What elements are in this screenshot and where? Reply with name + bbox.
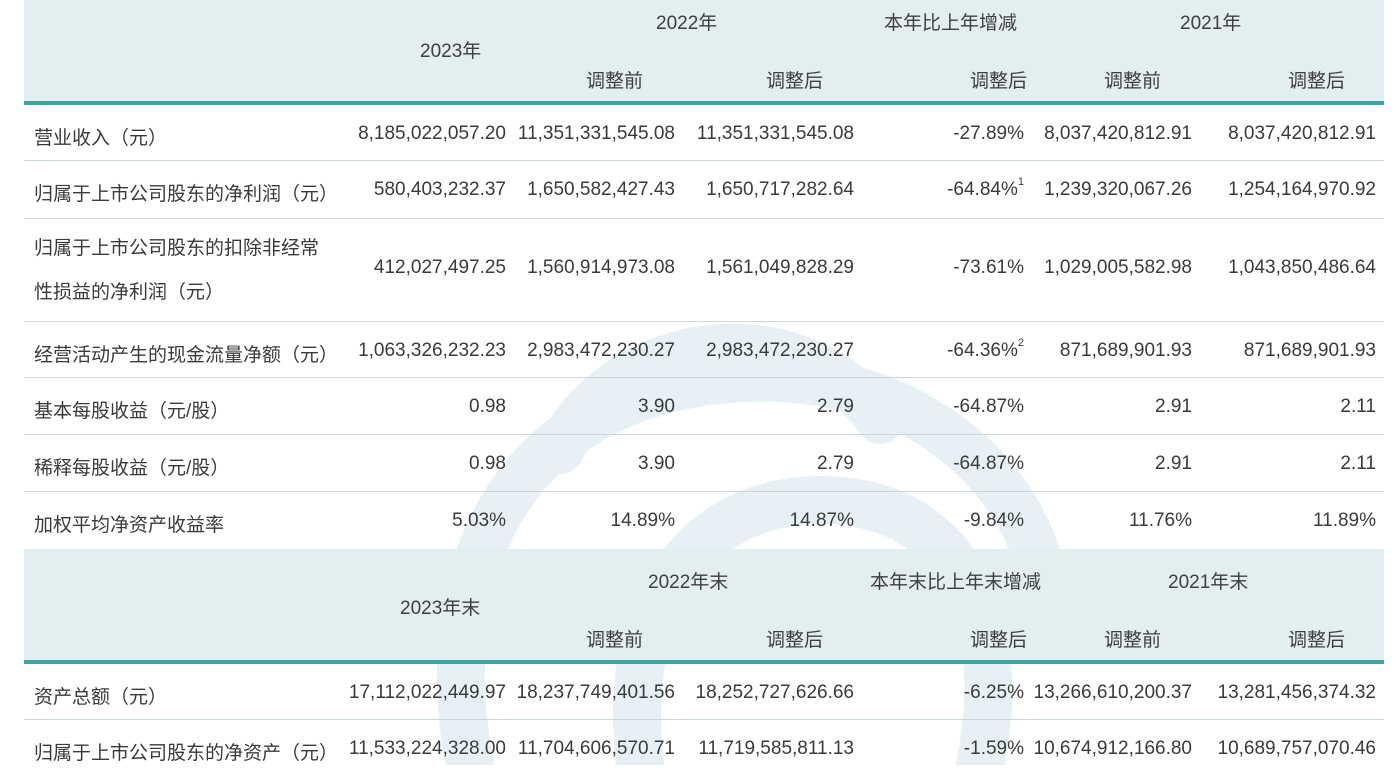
table-row: 基本每股收益（元/股） 0.98 3.90 2.79 -64.87% 2.91 … [24, 378, 1384, 435]
col-change-after: 调整后 [970, 630, 1028, 651]
col-change-end: 本年末比上年末增减 [870, 572, 1042, 593]
cell-value: 871,689,901.93 [1059, 340, 1192, 361]
row-label-line1: 归属于上市公司股东的扣除非经常 [34, 238, 320, 259]
cell-value: 11,704,606,570.71 [517, 738, 675, 759]
col-2021-end: 2021年末 [1168, 572, 1249, 593]
table-row: 资产总额（元） 17,112,022,449.97 18,237,749,401… [24, 664, 1384, 720]
table-row: 营业收入（元） 8,185,022,057.20 11,351,331,545.… [24, 105, 1384, 161]
table-row: 稀释每股收益（元/股） 0.98 3.90 2.79 -64.87% 2.91 … [24, 435, 1384, 492]
cell-value: 871,689,901.93 [1243, 340, 1376, 361]
cell-value: -64.87% [953, 453, 1024, 474]
cell-value: 13,266,610,200.37 [1033, 682, 1193, 703]
cell-value: 2.11 [1340, 396, 1376, 417]
table-header-balance: 2023年末 2022年末 本年末比上年末增减 2021年末 调整前 调整后 调… [24, 549, 1384, 664]
cell-value: 2,983,472,230.27 [706, 340, 854, 361]
row-label: 基本每股收益（元/股） [34, 401, 230, 422]
cell-value: 1,063,326,232.23 [358, 340, 506, 361]
cell-value: 1,043,850,486.64 [1228, 257, 1376, 278]
col-2022: 2022年 [656, 13, 718, 34]
cell-value: 11.76% [1128, 510, 1192, 531]
cell-value-with-note: -64.36%2 [947, 337, 1024, 362]
col-2021-after: 调整后 [1288, 630, 1346, 651]
cell-value: 5.03% [452, 510, 506, 531]
cell-value: 8,185,022,057.20 [358, 123, 506, 144]
row-label: 资产总额（元） [34, 687, 168, 708]
cell-value: 18,237,749,401.56 [516, 682, 676, 703]
cell-value: 8,037,420,812.91 [1044, 123, 1192, 144]
col-2022-after: 调整后 [766, 630, 824, 651]
cell-value: -73.61% [953, 257, 1024, 278]
cell-value: 17,112,022,449.97 [348, 682, 506, 703]
table-row: 归属于上市公司股东的净资产（元） 11,533,224,328.00 11,70… [24, 720, 1384, 776]
col-2023-end: 2023年末 [400, 598, 481, 619]
cell-value: 3.90 [638, 453, 675, 474]
cell-value: 14.87% [789, 510, 854, 531]
cell-value: 11.89% [1312, 510, 1376, 531]
cell-value: 3.90 [638, 396, 675, 417]
row-label: 稀释每股收益（元/股） [34, 458, 230, 479]
row-label-line2: 性损益的净利润（元） [34, 282, 225, 303]
cell-value: -64.84% [947, 179, 1018, 200]
financial-summary-table: 2023年 2022年 本年比上年增减 2021年 调整前 调整后 调整后 调整… [24, 0, 1384, 776]
col-change: 本年比上年增减 [884, 13, 1018, 34]
cell-value: 11,351,331,545.08 [517, 123, 675, 144]
cell-value: 18,252,727,626.66 [695, 682, 855, 703]
col-2022-before: 调整前 [586, 71, 644, 92]
cell-value: 14.89% [610, 510, 675, 531]
cell-value: 2.91 [1155, 453, 1192, 474]
col-2022-before: 调整前 [586, 630, 644, 651]
cell-value: 1,560,914,973.08 [527, 257, 675, 278]
cell-value: 8,037,420,812.91 [1228, 123, 1376, 144]
col-2021-before: 调整前 [1104, 630, 1162, 651]
cell-value: 2.79 [817, 396, 854, 417]
col-2023: 2023年 [420, 41, 482, 62]
col-2021-after: 调整后 [1288, 71, 1346, 92]
cell-value: 2.79 [817, 453, 854, 474]
cell-value: 1,650,582,427.43 [527, 179, 675, 200]
cell-value: -6.25% [963, 682, 1024, 703]
row-label: 归属于上市公司股东的净资产（元） [34, 743, 339, 764]
cell-value: 1,561,049,828.29 [706, 257, 854, 278]
cell-value: -9.84% [963, 510, 1024, 531]
table-header-income: 2023年 2022年 本年比上年增减 2021年 调整前 调整后 调整后 调整… [24, 0, 1384, 105]
cell-value: 412,027,497.25 [373, 257, 506, 278]
cell-value: 1,254,164,970.92 [1228, 179, 1376, 200]
col-2021-before: 调整前 [1104, 71, 1162, 92]
cell-value: -1.59% [963, 738, 1024, 759]
table-row: 归属于上市公司股东的扣除非经常 性损益的净利润（元） 412,027,497.2… [24, 219, 1384, 322]
table-row: 归属于上市公司股东的净利润（元） 580,403,232.37 1,650,58… [24, 161, 1384, 219]
cell-value: 2.11 [1340, 453, 1376, 474]
footnote-marker: 2 [1017, 337, 1024, 349]
cell-value: 1,029,005,582.98 [1044, 257, 1192, 278]
row-label: 经营活动产生的现金流量净额（元） [34, 345, 339, 366]
cell-value: 13,281,456,374.32 [1217, 682, 1377, 703]
col-2022-end: 2022年末 [648, 572, 729, 593]
row-label: 营业收入（元） [34, 128, 168, 149]
cell-value: -64.36% [947, 340, 1018, 361]
cell-value: 1,650,717,282.64 [706, 179, 854, 200]
cell-value: 11,351,331,545.08 [696, 123, 854, 144]
col-change-after: 调整后 [970, 71, 1028, 92]
cell-value: 1,239,320,067.26 [1044, 179, 1192, 200]
table-row: 加权平均净资产收益率 5.03% 14.89% 14.87% -9.84% 11… [24, 492, 1384, 549]
cell-value: 10,674,912,166.80 [1033, 738, 1193, 759]
cell-value: -64.87% [953, 396, 1024, 417]
cell-value: 10,689,757,070.46 [1217, 738, 1377, 759]
row-label: 加权平均净资产收益率 [34, 515, 225, 536]
cell-value: 11,533,224,328.00 [348, 738, 506, 759]
footnote-marker: 1 [1017, 176, 1024, 188]
cell-value: -27.89% [953, 123, 1024, 144]
cell-value: 2.91 [1155, 396, 1192, 417]
cell-value: 580,403,232.37 [373, 179, 506, 200]
row-label: 归属于上市公司股东的净利润（元） [34, 184, 339, 205]
cell-value-with-note: -64.84%1 [947, 176, 1024, 201]
col-2022-after: 调整后 [766, 71, 824, 92]
cell-value: 11,719,585,811.13 [698, 738, 854, 759]
cell-value: 2,983,472,230.27 [527, 340, 675, 361]
table-row: 经营活动产生的现金流量净额（元） 1,063,326,232.23 2,983,… [24, 322, 1384, 378]
cell-value: 0.98 [469, 453, 506, 474]
cell-value: 0.98 [469, 396, 506, 417]
col-2021: 2021年 [1180, 13, 1242, 34]
